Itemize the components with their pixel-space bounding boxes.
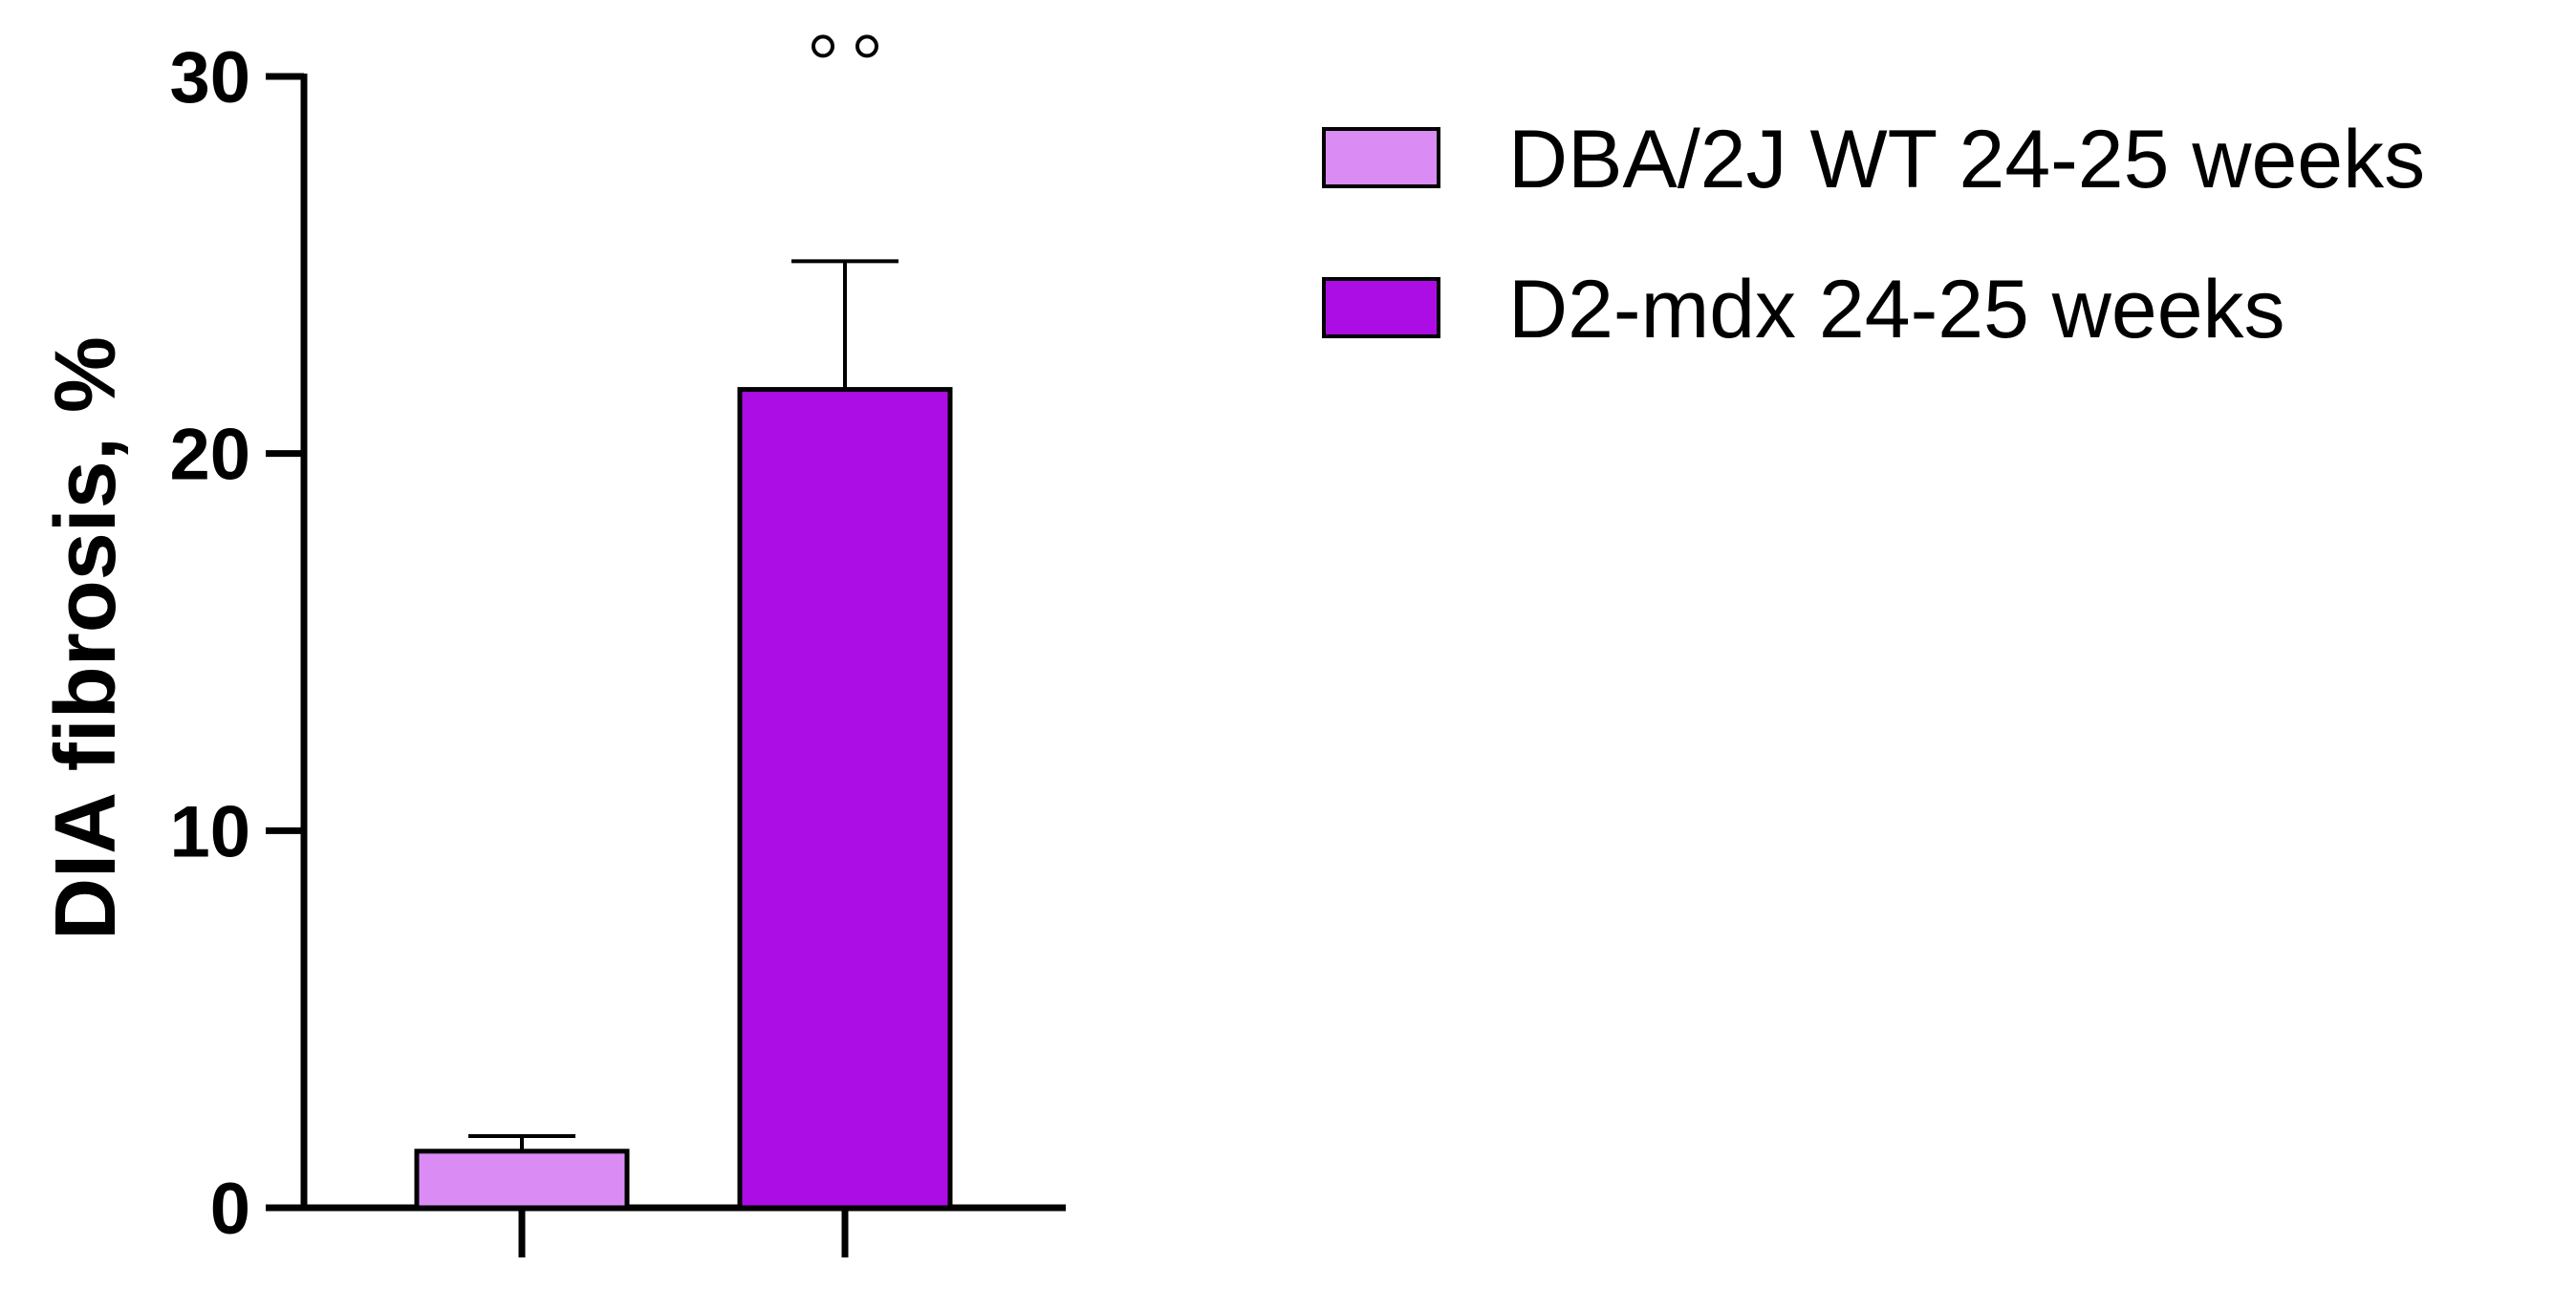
- y-tick-label: 20: [169, 415, 250, 496]
- legend-label: D2-mdx 24-25 weeks: [1508, 264, 2285, 355]
- outlier-point: [855, 34, 878, 58]
- outlier-point: [812, 34, 834, 58]
- outlier-points: [812, 34, 878, 58]
- y-tick-label: 0: [210, 1169, 250, 1250]
- error-bars: [468, 259, 898, 1151]
- bar: [414, 1149, 630, 1211]
- legend-label: DBA/2J WT 24-25 weeks: [1508, 114, 2425, 205]
- x-ticks: [518, 1208, 849, 1257]
- legend-swatch: [1322, 127, 1440, 188]
- bar: [737, 387, 953, 1211]
- legend: DBA/2J WT 24-25 weeks D2-mdx 24-25 weeks: [1322, 114, 2425, 355]
- y-tick-label: 30: [169, 37, 250, 118]
- y-tick-label: 10: [169, 791, 250, 872]
- legend-swatch: [1322, 277, 1440, 338]
- y-ticks: 0 10 20 30: [169, 37, 304, 1250]
- bars: [414, 387, 953, 1211]
- y-axis-title: DIA fibrosis, %: [38, 336, 134, 940]
